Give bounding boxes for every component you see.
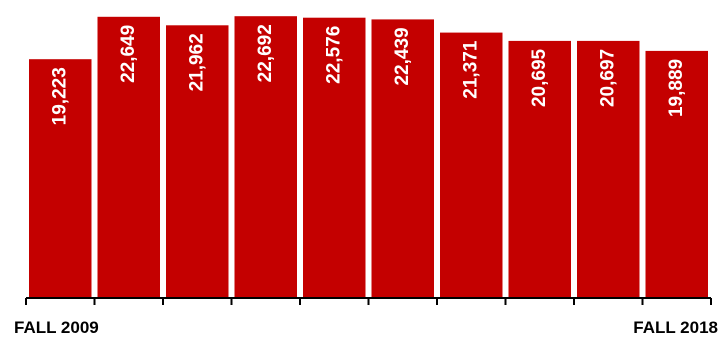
bar-6: [371, 19, 434, 298]
bar-10: [645, 50, 708, 298]
bar-value-label-8: 20,695: [529, 48, 550, 107]
bar-4: [234, 16, 297, 297]
bar-value-label-4: 22,692: [255, 24, 276, 82]
bar-value-label-1: 19,223: [49, 67, 70, 125]
bar-value-label-5: 22,576: [323, 26, 344, 84]
bars-group: [29, 16, 708, 298]
bar-3: [166, 25, 229, 298]
x-axis-end-label: FALL 2018: [633, 318, 718, 337]
value-labels-group: 19,223 22,649 21,962 22,692 22,576 22,439 21,3…: [49, 24, 687, 125]
bar-value-label-3: 21,962: [186, 33, 207, 91]
bar-value-label-2: 22,649: [118, 25, 139, 83]
x-axis-start-label: FALL 2009: [14, 318, 99, 337]
bar-8: [508, 40, 571, 298]
bar-7: [440, 32, 503, 297]
x-axis-ticks: [25, 298, 712, 305]
bar-value-label-6: 22,439: [392, 27, 413, 85]
bar-value-label-9: 20,697: [597, 49, 618, 107]
bar-1: [29, 59, 92, 298]
bar-value-label-7: 21,371: [460, 40, 481, 99]
bar-value-label-10: 19,889: [666, 59, 687, 117]
bar-9: [577, 40, 640, 298]
bar-5: [303, 17, 366, 297]
bar-2: [97, 16, 160, 298]
